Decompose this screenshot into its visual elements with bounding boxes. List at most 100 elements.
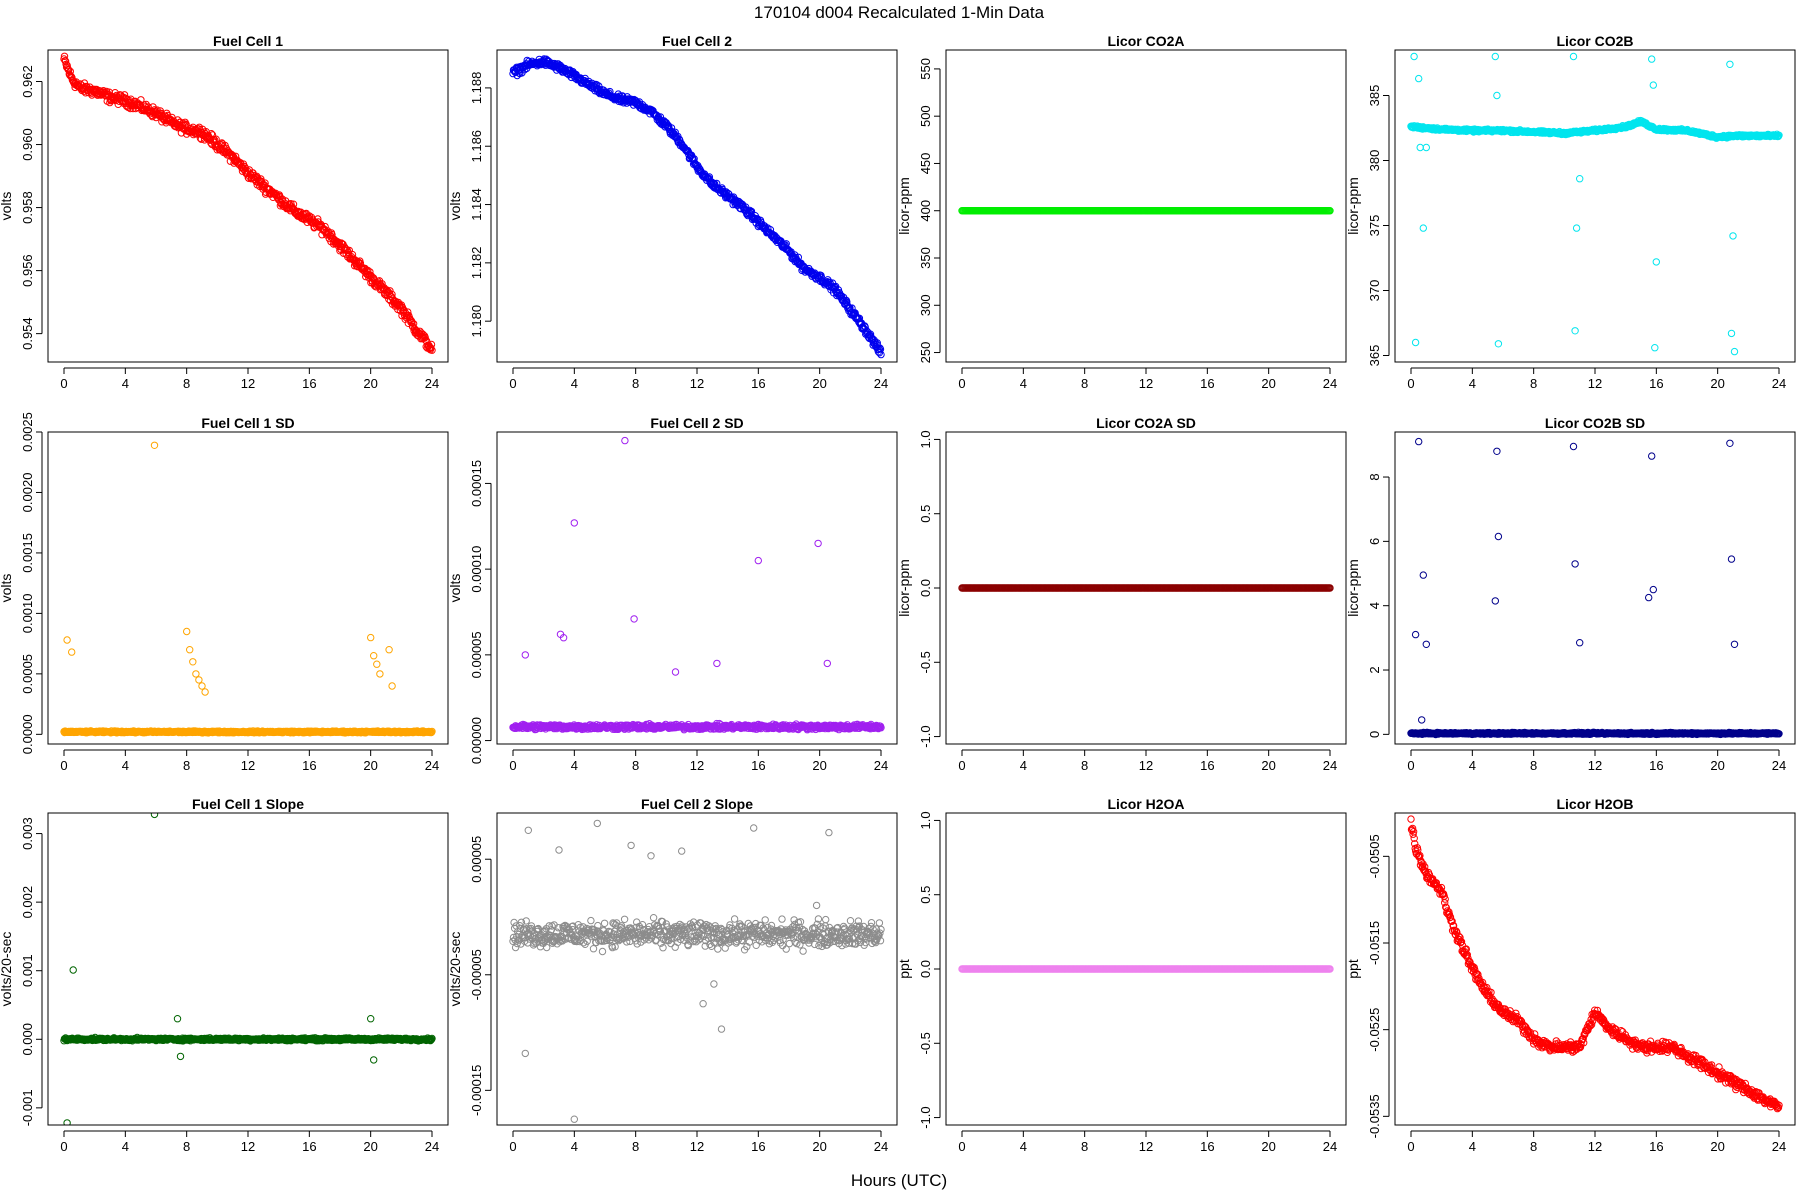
figure-xlabel: Hours (UTC): [851, 1171, 947, 1190]
data-point: [208, 131, 217, 139]
outlier-point: [150, 441, 159, 449]
x-tick-label: 16: [751, 758, 765, 773]
x-tick-label: 24: [425, 758, 439, 773]
plot-frame: [496, 49, 898, 363]
y-axis-label: licor-ppm: [896, 559, 912, 617]
x-tick-label: 24: [874, 376, 888, 391]
y-tick-label: 370: [1367, 280, 1382, 302]
x-tick-label: 20: [363, 758, 377, 773]
outlier-point: [671, 668, 680, 676]
x-tick-label: 16: [1649, 376, 1663, 391]
x-tick-label: 16: [302, 758, 316, 773]
data-point: [427, 340, 436, 349]
outlier-point: [1415, 74, 1423, 83]
x-tick-label: 20: [1261, 758, 1275, 773]
y-tick-label: -1.0: [918, 725, 933, 747]
y-tick-label: 0.0020: [20, 473, 35, 513]
y-tick-label: 500: [918, 105, 933, 127]
y-tick-label: 1.188: [469, 72, 484, 105]
y-tick-label: 300: [918, 294, 933, 316]
y-tick-label: 450: [918, 153, 933, 175]
y-tick-label: 0.960: [20, 128, 35, 161]
y-tick-label: 0.0: [918, 579, 933, 597]
x-tick-label: 24: [1323, 376, 1337, 391]
data-points: [60, 441, 436, 737]
x-tick-label: 0: [509, 376, 516, 391]
panel-title: Fuel Cell 2: [662, 33, 732, 49]
data-points: [1407, 437, 1783, 739]
y-axis-label: volts: [447, 192, 463, 221]
y-tick-label: 1.182: [469, 247, 484, 280]
x-tick-label: 16: [1200, 376, 1214, 391]
data-point: [404, 308, 412, 316]
x-tick-label: 16: [302, 376, 316, 391]
x-tick-label: 20: [812, 758, 826, 773]
outlier-point: [1410, 52, 1418, 61]
outlier-point: [1730, 347, 1739, 356]
outlier-point: [370, 652, 378, 660]
data-point: [408, 318, 416, 327]
data-point: [632, 97, 640, 106]
x-tick-label: 8: [183, 376, 190, 391]
data-point: [1775, 131, 1783, 140]
y-tick-label: 0.962: [20, 65, 35, 98]
x-tick-label: 12: [1139, 758, 1153, 773]
figure-title: 170104 d004 Recalculated 1-Min Data: [754, 3, 1045, 22]
x-tick-label: 8: [1081, 376, 1088, 391]
outlier-point: [1576, 175, 1584, 183]
outlier-point: [186, 646, 194, 654]
outlier-point: [189, 658, 197, 666]
outlier-point: [1411, 338, 1420, 347]
outlier-point: [1419, 224, 1428, 232]
data-point: [671, 128, 679, 137]
y-tick-label: 0.954: [20, 317, 35, 350]
plot-frame: [945, 49, 1347, 363]
data-point: [63, 61, 71, 70]
y-tick-label: 375: [1367, 215, 1382, 237]
y-tick-label: 0.00010: [469, 546, 484, 593]
y-axis-label: volts: [447, 574, 463, 603]
data-point: [875, 349, 884, 357]
outlier-point: [630, 615, 638, 623]
data-points: [1407, 52, 1783, 356]
x-tick-label: 8: [632, 758, 639, 773]
y-tick-label: 0.0010: [20, 594, 35, 634]
x-tick-label: 16: [1200, 758, 1214, 773]
x-tick-label: 16: [751, 376, 765, 391]
x-tick-label: 0: [60, 376, 67, 391]
data-point: [366, 268, 374, 276]
data-point: [342, 245, 350, 253]
y-axis-label: licor-ppm: [896, 177, 912, 235]
y-tick-label: 0.00005: [469, 631, 484, 678]
y-tick-label: 0.958: [20, 191, 35, 224]
data-point: [289, 200, 298, 208]
x-tick-label: 4: [571, 758, 578, 773]
x-tick-label: 4: [571, 376, 578, 391]
plot-frame: [496, 431, 898, 745]
outlier-point: [68, 648, 76, 656]
data-point: [409, 320, 418, 328]
outlier-point: [1729, 232, 1737, 240]
outlier-point: [823, 659, 831, 668]
data-point: [1326, 584, 1334, 592]
data-point: [593, 81, 601, 89]
outlier-point: [385, 646, 393, 654]
outlier-point: [1727, 329, 1736, 338]
x-tick-label: 4: [1020, 376, 1027, 391]
x-tick-label: 12: [690, 758, 704, 773]
x-tick-label: 24: [1323, 758, 1337, 773]
x-tick-label: 0: [509, 758, 516, 773]
panel-title: Licor CO2B SD: [1545, 415, 1645, 431]
data-point: [137, 96, 145, 104]
outlier-point: [814, 539, 822, 548]
outlier-point: [192, 670, 200, 678]
data-point: [428, 346, 436, 354]
x-tick-label: 8: [1530, 376, 1537, 391]
outlier-point: [183, 627, 191, 636]
x-tick-label: 12: [241, 376, 255, 391]
x-tick-label: 4: [1020, 758, 1027, 773]
